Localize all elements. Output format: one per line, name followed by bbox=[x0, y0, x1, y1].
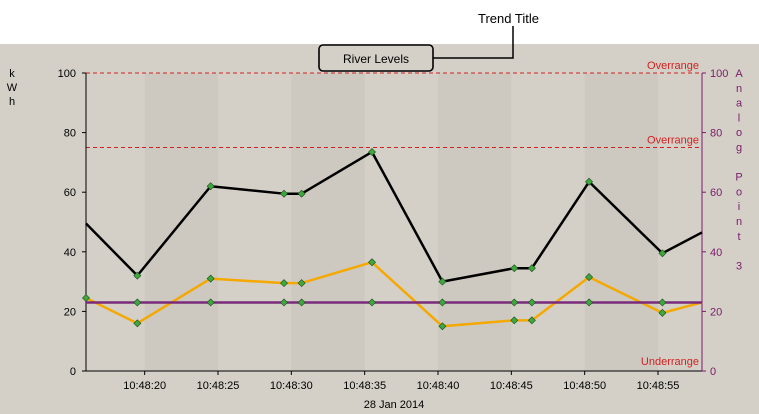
x-tick-label: 10:48:20 bbox=[123, 380, 166, 392]
left-axis-title-char: k bbox=[9, 68, 15, 80]
right-tick-label: 80 bbox=[710, 128, 722, 140]
data-point bbox=[297, 189, 306, 198]
trend-title: River Levels bbox=[343, 52, 409, 66]
date-label: 28 Jan 2014 bbox=[364, 399, 425, 411]
plot-area bbox=[82, 148, 703, 331]
data-point bbox=[280, 298, 288, 307]
data-point bbox=[585, 177, 594, 186]
data-point bbox=[527, 298, 536, 307]
right-tick-label: 40 bbox=[710, 247, 722, 259]
callout-area: Trend Title bbox=[0, 0, 759, 44]
right-tick-label: 100 bbox=[710, 68, 728, 80]
data-point bbox=[297, 298, 306, 307]
data-point bbox=[510, 316, 519, 325]
series-line bbox=[85, 260, 703, 328]
data-point bbox=[438, 277, 447, 286]
left-tick-label: 100 bbox=[58, 68, 76, 80]
x-tick-label: 10:48:50 bbox=[563, 380, 606, 392]
right-axis-title-char: A bbox=[735, 68, 743, 80]
right-axis-title-char: g bbox=[736, 142, 742, 154]
series-line bbox=[85, 150, 703, 283]
data-point bbox=[585, 273, 594, 282]
data-point bbox=[658, 298, 667, 307]
right-axis-title-char: i bbox=[738, 201, 740, 213]
data-point bbox=[368, 148, 376, 156]
callout-label: Trend Title bbox=[478, 11, 539, 26]
right-tick-label: 60 bbox=[710, 187, 722, 199]
data-point bbox=[527, 316, 536, 325]
data-point bbox=[438, 322, 447, 331]
data-point bbox=[206, 298, 215, 307]
left-axis-title-char: h bbox=[9, 96, 15, 108]
data-point bbox=[133, 271, 142, 280]
left-tick-label: 60 bbox=[64, 187, 76, 199]
right-tick-label: 0 bbox=[710, 366, 716, 378]
data-point bbox=[297, 279, 306, 288]
axes: 0 20 40 60 80 100 0 20 40 60 80 100 10:48:20 10:48:25… bbox=[58, 68, 729, 392]
left-axis-title: kWh bbox=[7, 68, 18, 108]
right-axis-title-char: l bbox=[738, 112, 740, 124]
limit-label: Underrange bbox=[641, 356, 699, 368]
x-tick-label: 10:48:30 bbox=[270, 380, 313, 392]
left-tick-label: 20 bbox=[64, 306, 76, 318]
right-axis-title-char: n bbox=[736, 83, 742, 95]
left-tick-label: 40 bbox=[64, 247, 76, 259]
x-tick-label: 10:48:55 bbox=[637, 380, 680, 392]
data-point bbox=[510, 298, 519, 307]
data-point bbox=[527, 264, 536, 273]
right-axis-title-char: a bbox=[736, 98, 743, 110]
x-tick-label: 10:48:45 bbox=[490, 380, 533, 392]
left-axis-title-char: W bbox=[7, 82, 18, 94]
time-band bbox=[291, 73, 365, 371]
data-point bbox=[133, 319, 142, 328]
x-tick-label: 10:48:35 bbox=[343, 380, 386, 392]
data-point bbox=[280, 189, 288, 198]
data-point bbox=[585, 298, 594, 307]
data-point bbox=[206, 182, 215, 191]
data-point bbox=[206, 274, 215, 283]
data-point bbox=[368, 258, 376, 267]
right-axis-title-char: 3 bbox=[736, 260, 742, 272]
trend-chart[interactable]: Overrange Overrange Underrange 0 20 40 60 80 10… bbox=[0, 44, 759, 414]
right-axis-title-char: o bbox=[736, 127, 742, 139]
data-point bbox=[280, 279, 288, 288]
x-tick-label: 10:48:40 bbox=[417, 380, 460, 392]
data-point bbox=[368, 298, 376, 307]
right-axis-title-char: n bbox=[736, 216, 742, 228]
x-tick-label: 10:48:25 bbox=[197, 380, 240, 392]
right-tick-label: 20 bbox=[710, 306, 722, 318]
right-axis-title-char: o bbox=[736, 186, 742, 198]
title-box[interactable]: River Levels bbox=[318, 44, 434, 72]
left-tick-label: 80 bbox=[64, 128, 76, 140]
right-axis-title-char: P bbox=[735, 172, 742, 184]
data-point bbox=[438, 298, 447, 307]
data-point bbox=[658, 249, 667, 258]
limit-lines: Overrange Overrange Underrange bbox=[86, 60, 702, 368]
limit-label: Overrange bbox=[647, 60, 699, 72]
data-point bbox=[133, 298, 142, 307]
limit-label: Overrange bbox=[647, 135, 699, 147]
right-axis-title-char: t bbox=[737, 231, 740, 243]
left-tick-label: 0 bbox=[70, 366, 76, 378]
data-point bbox=[658, 308, 667, 317]
data-point bbox=[510, 264, 519, 273]
data-point bbox=[82, 294, 90, 302]
time-band bbox=[584, 73, 658, 371]
